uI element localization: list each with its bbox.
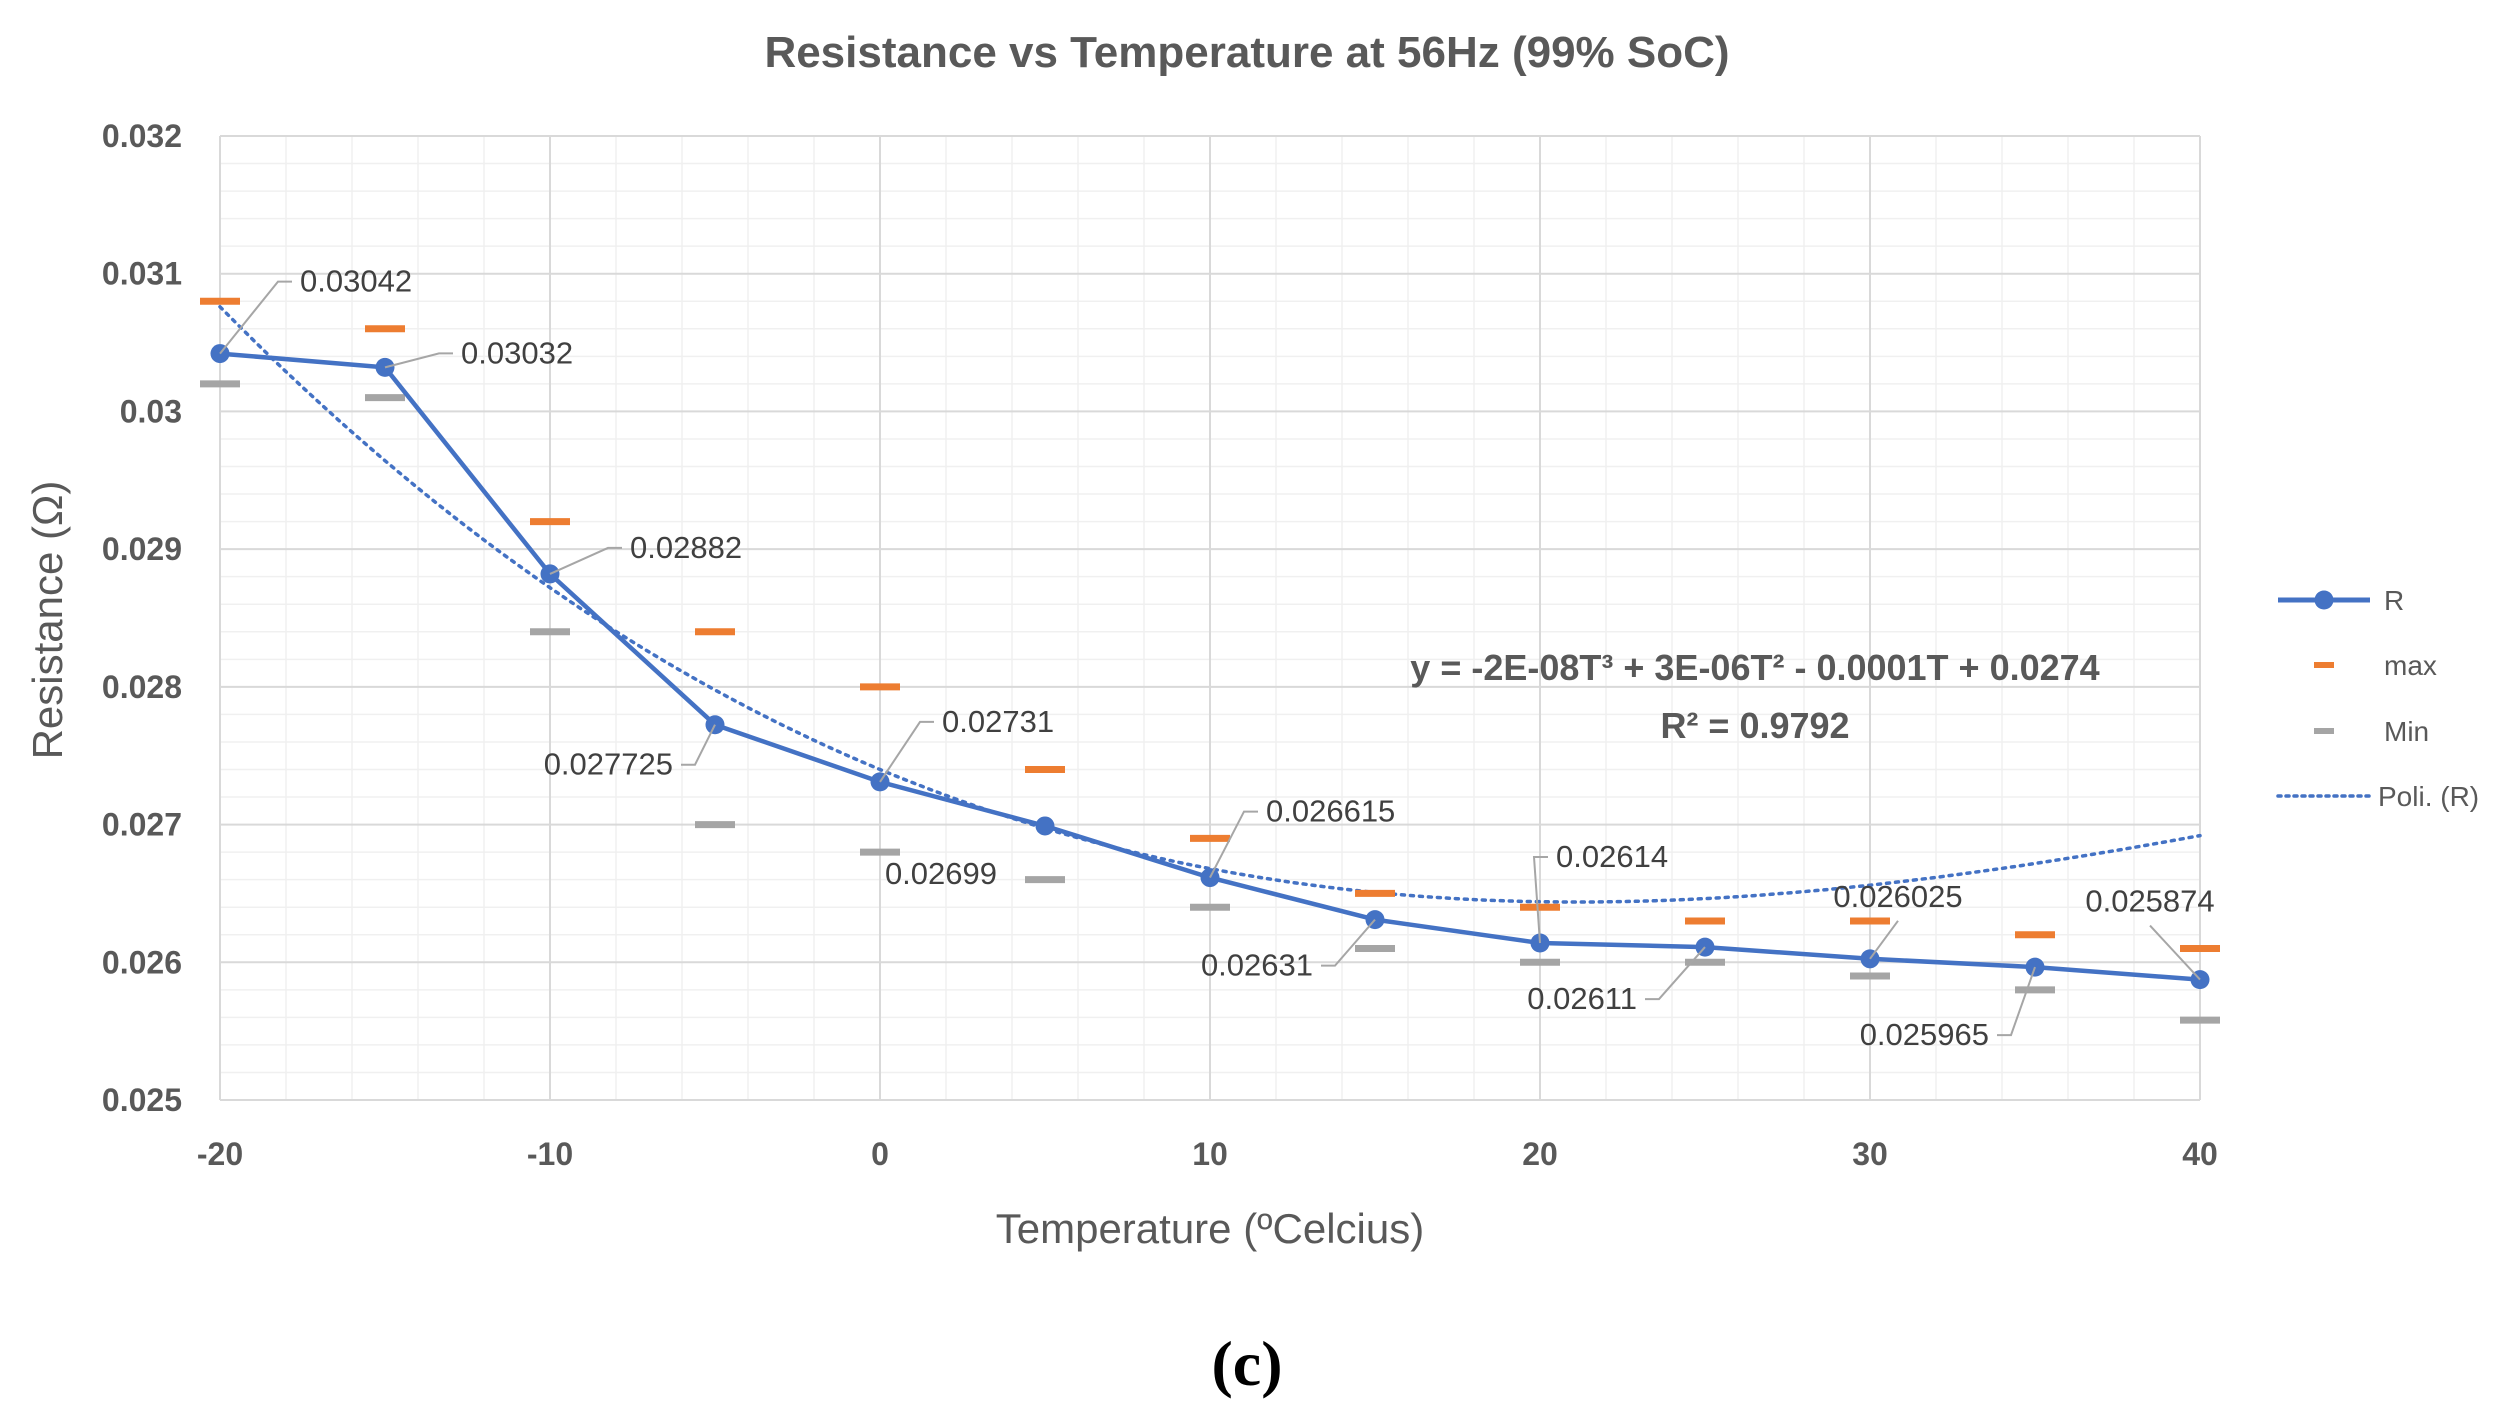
- x-tick-label: 30: [1852, 1136, 1888, 1172]
- legend-label: Poli. (R): [2378, 781, 2479, 812]
- chart-title: Resistance vs Temperature at 56Hz (99% S…: [764, 28, 1729, 77]
- data-label: 0.02631: [1201, 948, 1313, 983]
- max-series: [200, 297, 2220, 953]
- data-label: 0.02882: [630, 530, 742, 565]
- data-label-leader: [384, 352, 453, 369]
- y-axis-ticks: 0.025 0.026 0.027 0.028 0.029 0.03 0.031 0.032: [102, 118, 182, 1118]
- x-axis-label: Temperature (ºCelcius): [996, 1205, 1424, 1252]
- legend-label: max: [2384, 650, 2437, 681]
- data-label: 0.026025: [1833, 879, 1962, 914]
- legend-item: Poli. (R): [2276, 781, 2479, 812]
- data-label-leader: [1532, 856, 1548, 944]
- data-label-leader: [1209, 810, 1258, 879]
- y-tick-label: 0.028: [102, 669, 182, 705]
- r-squared-label: R² = 0.9792: [1660, 705, 1849, 746]
- data-label: 0.03032: [461, 335, 573, 370]
- x-tick-label: 10: [1192, 1136, 1228, 1172]
- legend-item: max: [2314, 650, 2437, 681]
- r-point: [1035, 816, 1055, 836]
- y-tick-label: 0.031: [102, 256, 182, 292]
- data-label-leader: [549, 546, 622, 575]
- x-tick-label: -20: [197, 1136, 243, 1172]
- y-tick-label: 0.027: [102, 807, 182, 843]
- data-label-leader: [219, 280, 292, 355]
- data-label: 0.03042: [300, 264, 412, 299]
- y-tick-label: 0.026: [102, 944, 182, 980]
- data-label: 0.027725: [544, 747, 673, 782]
- min-series: [200, 380, 2220, 1024]
- data-label: 0.02731: [942, 704, 1054, 739]
- r-point: [1860, 949, 1880, 969]
- legend-item: R: [2278, 585, 2404, 616]
- x-axis-ticks: -20 -10 0 10 20 30 40: [197, 1136, 2218, 1172]
- data-label: 0.02614: [1556, 839, 1668, 874]
- data-label: 0.025874: [2085, 884, 2214, 919]
- legend-item: Min: [2314, 716, 2429, 747]
- data-label: 0.02699: [885, 856, 997, 891]
- data-label-leader: [681, 724, 716, 766]
- y-tick-label: 0.029: [102, 531, 182, 567]
- figure-caption: (c): [1211, 1328, 1282, 1399]
- data-labels: 0.03042 0.03032 0.02882 0.027725 0.02731 0.02…: [300, 264, 2215, 1053]
- x-tick-label: -10: [527, 1136, 573, 1172]
- r-point: [1530, 933, 1550, 953]
- data-label-leader: [879, 720, 934, 783]
- data-label-leader: [2149, 924, 2201, 981]
- y-tick-label: 0.025: [102, 1082, 182, 1118]
- data-label-leaders: [219, 280, 2201, 1037]
- data-label: 0.02611: [1527, 981, 1637, 1016]
- legend-marker: [2314, 590, 2334, 610]
- x-tick-label: 0: [871, 1136, 889, 1172]
- data-label-leader: [1321, 918, 1376, 967]
- data-label-leader: [1997, 966, 2036, 1037]
- r-point: [540, 564, 560, 584]
- trendline-equation: y = -2E-08T³ + 3E-06T² - 0.0001T + 0.027…: [1410, 647, 2099, 688]
- data-label: 0.026615: [1266, 794, 1395, 829]
- x-tick-label: 40: [2182, 1136, 2218, 1172]
- legend-label: Min: [2384, 716, 2429, 747]
- data-label: 0.025965: [1860, 1017, 1989, 1052]
- data-label-leader: [1645, 946, 1706, 1001]
- y-tick-label: 0.03: [120, 393, 182, 429]
- y-axis-label: Resistance (Ω): [24, 481, 71, 760]
- x-tick-label: 20: [1522, 1136, 1558, 1172]
- legend-label: R: [2384, 585, 2404, 616]
- y-tick-label: 0.032: [102, 118, 182, 154]
- data-label-leader: [1869, 920, 1899, 960]
